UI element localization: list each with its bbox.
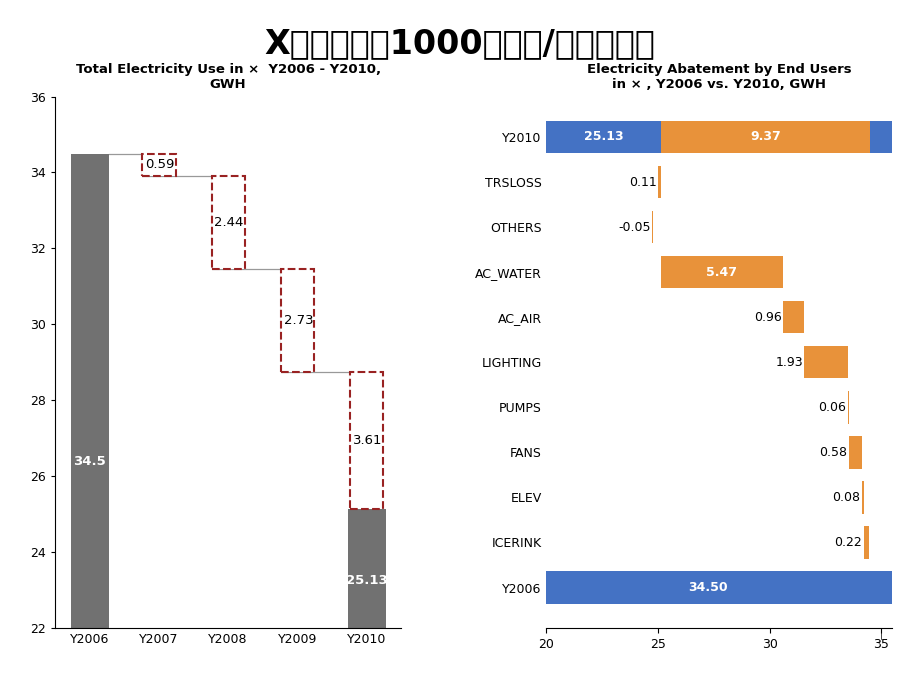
- Bar: [782, 301, 803, 333]
- Text: 2.73: 2.73: [283, 314, 312, 327]
- Title: Total Electricity Use in ×  Y2006 - Y2010,
GWH: Total Electricity Use in × Y2006 - Y2010…: [75, 63, 380, 91]
- Text: 9.37: 9.37: [749, 130, 780, 144]
- Bar: [546, 121, 919, 153]
- Bar: [846, 391, 848, 424]
- Bar: [280, 268, 313, 372]
- Text: 0.08: 0.08: [832, 491, 859, 504]
- Text: 1.93: 1.93: [775, 356, 802, 368]
- Text: 0.59: 0.59: [145, 158, 175, 171]
- Bar: [861, 481, 863, 513]
- Bar: [803, 346, 846, 379]
- Bar: [660, 121, 869, 153]
- Bar: [71, 154, 108, 628]
- Bar: [142, 154, 176, 176]
- Bar: [660, 256, 782, 288]
- Text: 0.11: 0.11: [629, 175, 656, 188]
- Bar: [863, 526, 868, 559]
- Text: 5.47: 5.47: [706, 266, 736, 279]
- Text: X建筑中实现1000万度电/年的节电量: X建筑中实现1000万度电/年的节电量: [265, 28, 654, 61]
- Text: 3.61: 3.61: [352, 434, 381, 447]
- Text: 25.13: 25.13: [346, 574, 387, 587]
- Bar: [658, 166, 660, 198]
- Text: 0.06: 0.06: [817, 401, 845, 414]
- Bar: [546, 571, 919, 604]
- Text: -0.05: -0.05: [618, 221, 651, 234]
- Text: 0.58: 0.58: [819, 446, 846, 459]
- Bar: [349, 372, 382, 509]
- Text: 0.96: 0.96: [753, 310, 780, 324]
- Text: 34.50: 34.50: [687, 581, 727, 594]
- Bar: [211, 176, 244, 268]
- Text: 2.44: 2.44: [214, 216, 244, 228]
- Text: 25.13: 25.13: [584, 130, 623, 144]
- Bar: [347, 509, 385, 628]
- Text: 34.5: 34.5: [74, 455, 106, 469]
- Title: Electricity Abatement by End Users
in × , Y2006 vs. Y2010, GWH: Electricity Abatement by End Users in × …: [586, 63, 851, 91]
- Text: 0.22: 0.22: [834, 536, 861, 549]
- Bar: [848, 436, 861, 469]
